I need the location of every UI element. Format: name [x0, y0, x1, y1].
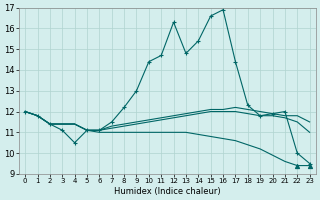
X-axis label: Humidex (Indice chaleur): Humidex (Indice chaleur) — [114, 187, 221, 196]
